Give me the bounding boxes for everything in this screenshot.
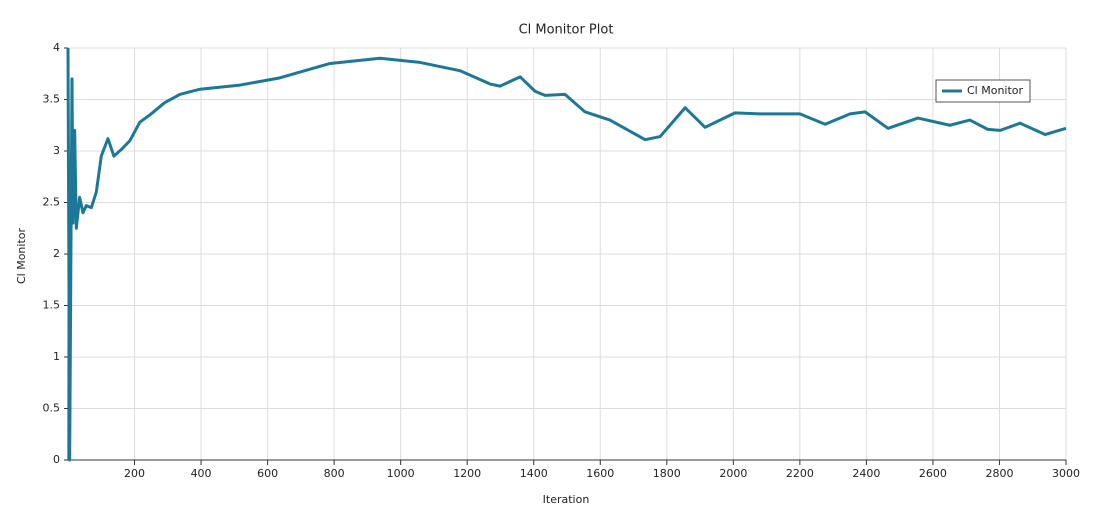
- x-tick-label: 800: [324, 467, 345, 480]
- y-tick-label: 2.5: [43, 196, 61, 209]
- y-tick-label: 4: [53, 41, 60, 54]
- x-tick-label: 1000: [387, 467, 415, 480]
- y-tick-label: 0: [53, 453, 60, 466]
- x-tick-label: 2000: [719, 467, 747, 480]
- y-tick-label: 1.5: [43, 299, 61, 312]
- x-tick-label: 200: [124, 467, 145, 480]
- x-tick-label: 600: [257, 467, 278, 480]
- y-tick-label: 3: [53, 144, 60, 157]
- x-tick-label: 1800: [653, 467, 681, 480]
- legend-box: [935, 79, 1031, 103]
- y-tick-label: 0.5: [43, 402, 61, 415]
- x-tick-label: 2800: [985, 467, 1013, 480]
- legend-label: Cl Monitor: [967, 84, 1024, 97]
- x-tick-label: 2400: [852, 467, 880, 480]
- chart-title: Cl Monitor Plot: [519, 23, 614, 38]
- x-axis-label: Iteration: [543, 493, 590, 506]
- data-line: [66, 47, 1067, 462]
- x-tick-label: 2200: [786, 467, 814, 480]
- y-axis-label: Cl Monitor: [15, 228, 28, 285]
- legend: Cl Monitor: [935, 79, 1031, 103]
- x-tick-label: 1400: [520, 467, 548, 480]
- x-tick-label: 2600: [919, 467, 947, 480]
- y-tick-label: 3.5: [43, 93, 61, 106]
- y-tick-label: 2: [53, 247, 60, 260]
- y-tick-label: 1: [53, 350, 60, 363]
- x-tick-label: 400: [191, 467, 212, 480]
- x-tick-label: 1600: [586, 467, 614, 480]
- x-tick-label: 3000: [1052, 467, 1080, 480]
- x-tick-label: 1200: [453, 467, 481, 480]
